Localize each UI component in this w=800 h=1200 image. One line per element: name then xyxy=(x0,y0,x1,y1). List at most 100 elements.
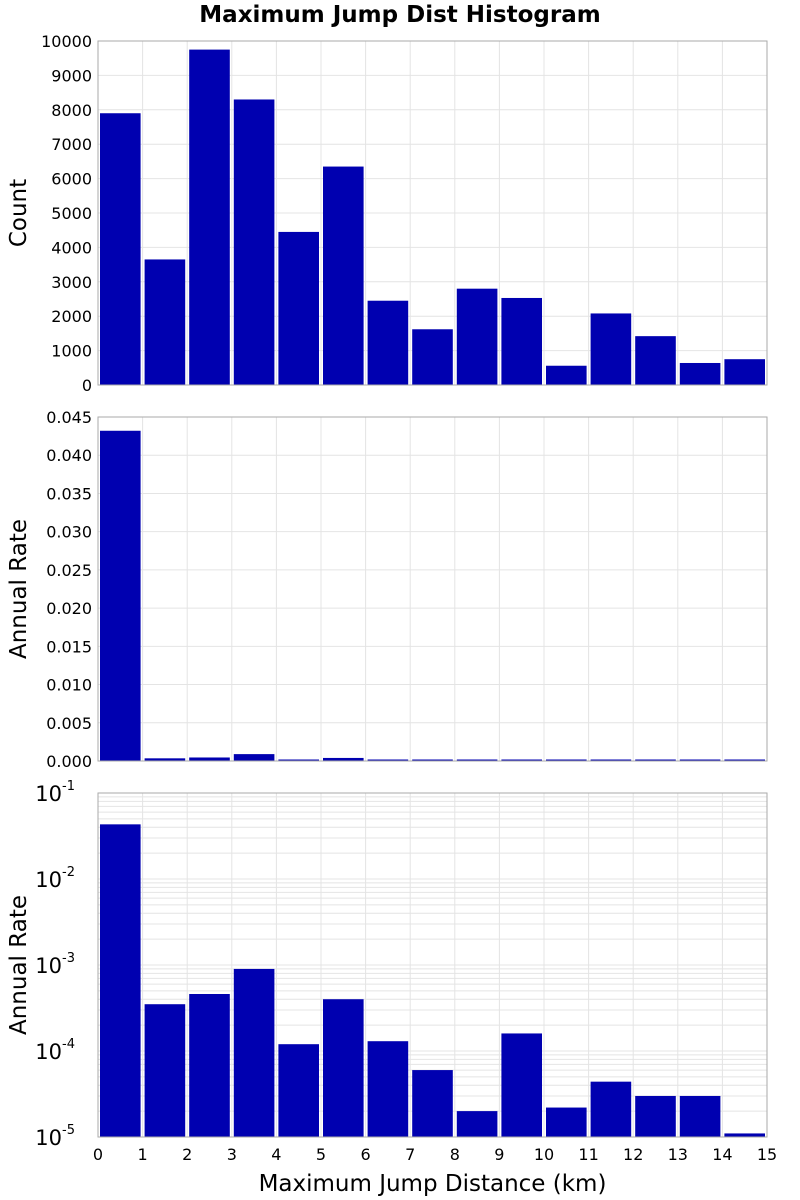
bar xyxy=(635,759,676,761)
y-axis-label: Annual Rate xyxy=(6,519,32,659)
x-tick-label: 3 xyxy=(227,1145,237,1164)
bar xyxy=(278,759,319,761)
y-tick-label: 7000 xyxy=(51,135,92,154)
bar xyxy=(189,994,230,1137)
x-tick-label: 14 xyxy=(712,1145,732,1164)
bar xyxy=(144,758,186,761)
bar xyxy=(456,1111,498,1137)
bar xyxy=(724,1133,765,1137)
y-tick-label: 10 xyxy=(35,782,62,806)
y-tick-label: 5000 xyxy=(51,204,92,223)
plot-frame xyxy=(97,792,768,1138)
bar xyxy=(367,300,409,385)
panel-2: 0.000 0.005 0.010 0.015 0.020 0.025 0.030 0.035… xyxy=(6,408,768,771)
bar xyxy=(679,759,721,761)
y-tick-label: 0.015 xyxy=(46,637,92,656)
bar xyxy=(323,999,364,1137)
x-tick-label: 11 xyxy=(578,1145,598,1164)
x-tick-label: 7 xyxy=(405,1145,415,1164)
bar xyxy=(546,365,587,385)
x-tick-label: 5 xyxy=(316,1145,326,1164)
y-axis-label: Annual Rate xyxy=(6,895,32,1035)
y-tick-label: 0.000 xyxy=(46,752,92,771)
bar xyxy=(679,1095,721,1137)
bar xyxy=(144,1004,186,1137)
bar xyxy=(546,759,587,761)
y-tick-exponent: -4 xyxy=(62,1037,75,1052)
bar xyxy=(456,759,498,761)
bar xyxy=(233,754,275,761)
bar xyxy=(724,759,765,761)
bar xyxy=(590,759,632,761)
y-axis-label: Count xyxy=(6,179,32,247)
x-tick-label: 13 xyxy=(668,1145,688,1164)
bar xyxy=(679,362,721,385)
x-tick-label: 15 xyxy=(757,1145,777,1164)
x-tick-label: 10 xyxy=(534,1145,554,1164)
y-tick-label: 0.025 xyxy=(46,561,92,580)
x-tick-label: 9 xyxy=(494,1145,504,1164)
bar xyxy=(323,757,364,761)
y-tick-label: 6000 xyxy=(51,170,92,189)
panel-1: 0 1000 2000 3000 4000 5000 6000 7000 8000 9000 100… xyxy=(6,32,768,395)
y-tick-label: 4000 xyxy=(51,238,92,257)
y-tick-label: 10 xyxy=(35,868,62,892)
bar xyxy=(590,1081,632,1137)
bar xyxy=(412,1070,453,1137)
y-tick-label: 0.010 xyxy=(46,676,92,695)
y-tick-label: 0.035 xyxy=(46,484,92,503)
plot-frame xyxy=(97,40,768,386)
bar xyxy=(412,329,453,385)
x-tick-label: 12 xyxy=(623,1145,643,1164)
bar xyxy=(144,259,186,385)
bar xyxy=(501,297,542,385)
y-tick-label: 10 xyxy=(35,1040,62,1064)
bar xyxy=(635,336,676,385)
x-tick-label: 2 xyxy=(182,1145,192,1164)
bar xyxy=(278,1044,319,1137)
bar xyxy=(100,430,141,761)
bar xyxy=(278,231,319,385)
bar xyxy=(233,968,275,1137)
bar xyxy=(590,313,632,385)
y-tick-exponent: -5 xyxy=(62,1123,75,1138)
y-tick-label: 0.030 xyxy=(46,523,92,542)
bar xyxy=(724,359,765,385)
y-tick-exponent: -3 xyxy=(62,951,75,966)
y-tick-label: 0.020 xyxy=(46,599,92,618)
bar xyxy=(323,166,364,385)
bar xyxy=(501,759,542,761)
y-tick-label: 1000 xyxy=(51,342,92,361)
x-axis-label: Maximum Jump Distance (km) xyxy=(259,1171,607,1197)
bar xyxy=(501,1033,542,1137)
y-tick-label: 0.005 xyxy=(46,714,92,733)
y-tick-label: 10000 xyxy=(41,32,92,51)
bar xyxy=(100,824,141,1137)
bar xyxy=(189,757,230,761)
y-tick-label: 9000 xyxy=(51,66,92,85)
y-tick-label: 10 xyxy=(35,954,62,978)
bar xyxy=(635,1095,676,1137)
x-tick-label: 0 xyxy=(93,1145,103,1164)
x-tick-label: 4 xyxy=(271,1145,281,1164)
bar xyxy=(456,288,498,385)
y-tick-exponent: -1 xyxy=(62,779,75,794)
y-tick-exponent: -2 xyxy=(62,865,75,880)
x-tick-label: 1 xyxy=(138,1145,148,1164)
x-tick-label: 6 xyxy=(361,1145,371,1164)
y-tick-label: 3000 xyxy=(51,273,92,292)
bar xyxy=(367,1041,409,1137)
bar xyxy=(412,759,453,761)
bar xyxy=(189,49,230,385)
plot-frame xyxy=(97,416,768,762)
y-tick-label: 0.045 xyxy=(46,408,92,427)
bar xyxy=(233,99,275,385)
y-tick-label: 8000 xyxy=(51,101,92,120)
bar xyxy=(546,1107,587,1137)
chart-title: Maximum Jump Dist Histogram xyxy=(199,2,601,28)
y-tick-label: 10 xyxy=(35,1126,62,1150)
y-tick-label: 0.040 xyxy=(46,446,92,465)
y-tick-label: 0 xyxy=(82,376,92,395)
